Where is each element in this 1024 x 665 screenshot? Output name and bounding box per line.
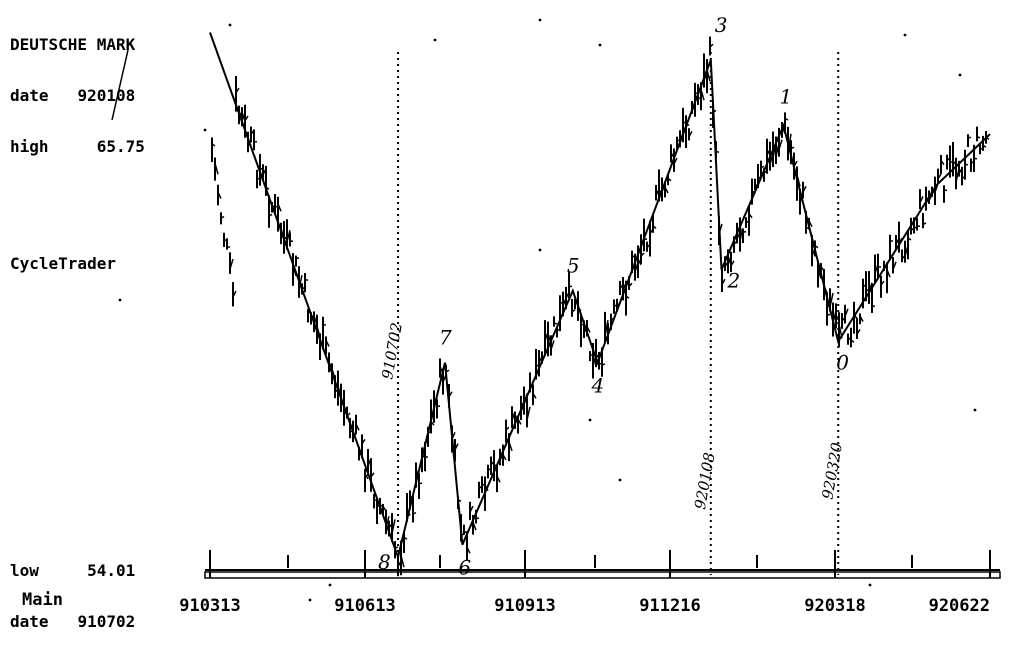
scan-speck: [539, 249, 542, 252]
price-bar-close-tick: [944, 190, 947, 191]
axis-scrollbar[interactable]: [205, 572, 1000, 578]
scan-speck: [959, 74, 962, 77]
price-bar-close-tick: [827, 314, 830, 315]
wave-label-5: 5: [567, 254, 580, 278]
scan-speck: [589, 419, 592, 422]
wave-label-0: 0: [836, 351, 849, 375]
axis-tick-label-910913: 910913: [494, 596, 555, 616]
scan-scratch: [112, 50, 128, 120]
marker-label-920108: 920108: [691, 451, 719, 511]
price-bar-close-tick: [890, 241, 893, 242]
marker-label-910702: 910702: [378, 321, 406, 381]
axis-tick-label-910613: 910613: [334, 596, 395, 616]
scan-speck: [619, 479, 622, 482]
price-bar-close-tick: [761, 166, 764, 167]
chart-screen: DEUTSCHE MARK date 920108 high 65.75 Cyc…: [0, 0, 1024, 616]
scan-speck: [119, 299, 122, 302]
wave-label-3: 3: [715, 13, 728, 37]
wave-label-4: 4: [591, 374, 605, 398]
wave-label-7: 7: [439, 326, 452, 350]
axis-tick-label-920622: 920622: [929, 596, 990, 616]
scan-speck: [229, 24, 232, 27]
price-bar-close-tick: [305, 280, 308, 281]
scan-speck: [904, 34, 907, 37]
vertical-markers: 910702 920108 920320: [378, 52, 846, 575]
price-bars: [212, 37, 989, 577]
scan-speck: [539, 19, 542, 22]
price-bar-close-tick: [965, 164, 968, 165]
scan-speck: [309, 599, 312, 602]
scan-speck: [599, 44, 602, 47]
axis-tick-label-920318: 920318: [804, 596, 865, 616]
marker-label-920320: 920320: [818, 441, 846, 501]
price-bar-close-tick: [743, 231, 746, 232]
axis-tick-label-910313: 910313: [179, 596, 240, 616]
scan-speck: [869, 584, 872, 587]
wave-label-2: 2: [726, 269, 740, 293]
price-bar-close-tick: [968, 137, 971, 138]
axis-tick-label-911216: 911216: [639, 596, 700, 616]
scan-speck: [329, 584, 332, 587]
price-bar-close-tick: [872, 306, 875, 307]
scan-speck: [974, 409, 977, 412]
wave-label-1: 1: [780, 85, 793, 109]
time-axis: 910313 910613 910913 911216 920318 920622: [179, 550, 1000, 616]
scan-speck: [434, 39, 437, 42]
wave-label-6: 6: [458, 556, 471, 580]
scan-speck: [204, 129, 207, 132]
price-bar-close-tick: [554, 323, 557, 324]
